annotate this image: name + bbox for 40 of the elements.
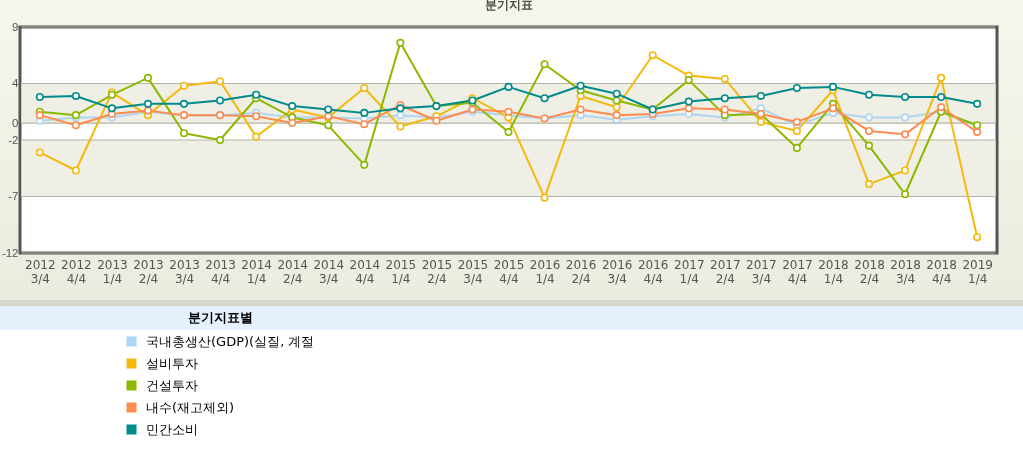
x-tick-label: 2016 1/4 (529, 257, 561, 286)
x-tick-label: 2017 3/4 (746, 257, 777, 286)
x-tick-label: 2015 3/4 (457, 257, 489, 286)
legend-label: 민간소비 (146, 421, 198, 437)
y-tick-label: 9 (12, 20, 19, 33)
legend-label: 건설투자 (146, 377, 198, 393)
x-tick-label: 2015 2/4 (421, 257, 453, 286)
x-tick-label: 2015 1/4 (385, 257, 417, 286)
x-tick-label: 2012 4/4 (61, 257, 92, 286)
x-tick-label: 2018 3/4 (890, 257, 921, 286)
x-tick-label: 2016 2/4 (565, 257, 597, 286)
x-tick-label: 2013 3/4 (169, 257, 200, 286)
x-tick-label: 2014 2/4 (277, 257, 308, 286)
x-tick-label: 2012 3/4 (25, 257, 56, 286)
x-tick-label: 2017 2/4 (710, 257, 741, 286)
x-tick-label: 2019 1/4 (962, 257, 993, 286)
x-tick-label: 2014 3/4 (313, 257, 345, 286)
x-tick-label: 2017 1/4 (673, 257, 705, 286)
y-tick-label: 4 (12, 77, 20, 89)
x-tick-label: 2013 4/4 (205, 257, 236, 286)
x-tick-label: 2016 4/4 (637, 257, 669, 286)
x-tick-label: 2013 1/4 (97, 257, 128, 286)
chart-title: 분기지표 (484, 0, 533, 12)
x-tick-label: 2018 1/4 (818, 257, 849, 286)
x-tick-label: 2015 4/4 (493, 257, 525, 286)
x-tick-label: 2013 2/4 (133, 257, 164, 286)
legend-label: 국내총생산(GDP)(실질, 계절 (146, 333, 315, 349)
x-tick-label: 2014 4/4 (349, 257, 381, 286)
y-tick-label: 0 (12, 116, 19, 129)
y-tick-label: -2 (8, 133, 19, 146)
x-tick-label: 2017 4/4 (782, 257, 813, 286)
legend-label: 설비투자 (146, 355, 198, 371)
x-tick-label: 2018 4/4 (926, 257, 957, 286)
legend-label: 내수(재고제외) (146, 399, 235, 415)
x-tick-label: 2018 2/4 (854, 257, 885, 286)
x-tick-label: 2014 1/4 (241, 257, 272, 286)
y-tick-label: -12 (1, 246, 19, 259)
y-tick-label: -7 (8, 190, 19, 202)
x-tick-label: 2016 3/4 (601, 257, 633, 286)
legend-title: 분기지표별 (187, 310, 253, 325)
